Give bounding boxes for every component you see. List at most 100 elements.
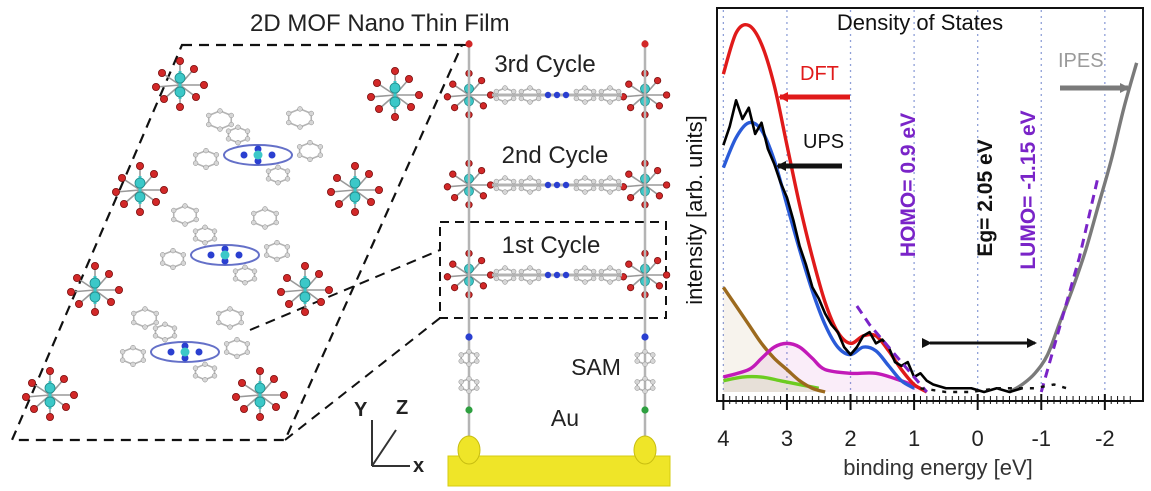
oxygen-atom [271,402,280,411]
carbon-atom [211,365,218,371]
anchor-atom-left [457,435,481,465]
porphyrin-linker [192,124,324,186]
oxygen-atom [46,412,55,421]
carbon-atom [202,361,208,367]
metal-atom [174,72,186,84]
carbon-atom [502,99,508,105]
oxygen-atom [653,76,662,85]
oxygen-atom [91,261,100,270]
carbon-atom [598,268,604,275]
carbon-atom [527,99,533,105]
oxygen-atom [269,374,278,383]
carbon-atom [265,168,272,174]
oxygen-atom [316,297,325,306]
oxygen-atom [655,102,664,110]
carbon-atom [502,265,508,271]
metal-paddlewheel [151,57,208,112]
carbon-atom [251,276,258,282]
carbon-atom [273,210,279,217]
oxygen-atom [625,80,633,88]
carbon-atom [192,228,199,234]
carbon-atom [262,224,268,230]
carbon-atom [527,175,533,181]
carbon-atom [153,319,159,326]
oxygen-atom [406,103,415,112]
oxygen-atom [655,192,664,200]
carbon-atom [284,176,291,182]
carbon-atom [493,268,499,275]
carbon-atom [642,361,648,367]
fill-gaussian-fit-4 [723,376,819,392]
x-tick-label: 0 [972,426,984,451]
carbon-atom [474,358,480,364]
nitrogen-atom [553,91,561,99]
oxygen-atom [279,390,288,399]
oxygen-atom [60,374,69,383]
carbon-atom [642,388,648,394]
carbon-ring [287,108,313,128]
carbon-atom [265,176,272,182]
bond [155,84,181,88]
carbon-atom [227,324,233,330]
carbon-atom [286,110,292,117]
carbon-atom [223,341,230,347]
nitrogen-atom [240,151,248,159]
carbon-atom [591,88,597,95]
metal-atom [349,191,361,203]
carbon-atom [616,185,622,192]
carbon-atom [227,306,233,312]
carbon-atom [228,112,234,119]
carbon-ring [217,308,243,328]
annotation-bandgap: Eg= 2.05 eV [974,139,997,256]
carbon-atom [642,376,648,382]
carbon-atom [502,175,508,181]
metal-atom [89,277,101,289]
carbon-atom [202,240,208,246]
carbon-atom [152,333,159,339]
carbon-atom [238,319,244,326]
carbon-atom [511,88,517,95]
mof-layer-structure [21,57,423,421]
oxygen-atom [450,283,459,292]
carbon-atom [159,252,166,258]
carbon-atom [262,206,268,212]
series-gaussian-fit-4 [723,374,820,390]
carbon-atom [170,264,176,271]
carbon-atom [217,126,223,132]
carbon-atom [297,106,303,112]
carbon-atom [598,185,604,192]
carbon-atom [634,385,640,391]
carbon-atom [518,185,524,192]
carbon-atom [296,144,303,150]
carbon-atom [142,324,148,330]
carbon-ring [172,205,198,225]
oxygen-atom [255,366,264,375]
nitrogen-atom [562,91,570,99]
metal-atom [134,177,146,189]
nitrogen-atom [465,333,473,341]
carbon-atom [244,349,251,355]
linker-chain [492,85,622,105]
carbon-atom [238,310,244,317]
carbon-atom [582,175,588,181]
oxygen-atom [641,40,649,48]
carbon-atom [213,160,220,166]
film-title: 2D MOF Nano Thin Film [250,10,510,37]
oxygen-atom [653,166,662,175]
carbon-atom [216,319,222,326]
carbon-atom [225,128,232,134]
oxygen-atom [282,273,291,282]
oxygen-atom [135,161,144,170]
carbon-ring [132,308,158,328]
oxygen-atom [443,273,452,281]
center-metal-atom [253,150,263,160]
carbon-atom [518,268,524,275]
nitrogen-atom [221,245,229,253]
carbon-atom [502,189,508,195]
carbon-atom [598,275,604,282]
cycle-label-3: 3rd Cycle [494,51,595,78]
axis-y-label: Y [354,399,368,421]
oxygen-atom [46,366,55,375]
metal-atom [89,291,101,303]
carbon-atom [142,306,148,312]
